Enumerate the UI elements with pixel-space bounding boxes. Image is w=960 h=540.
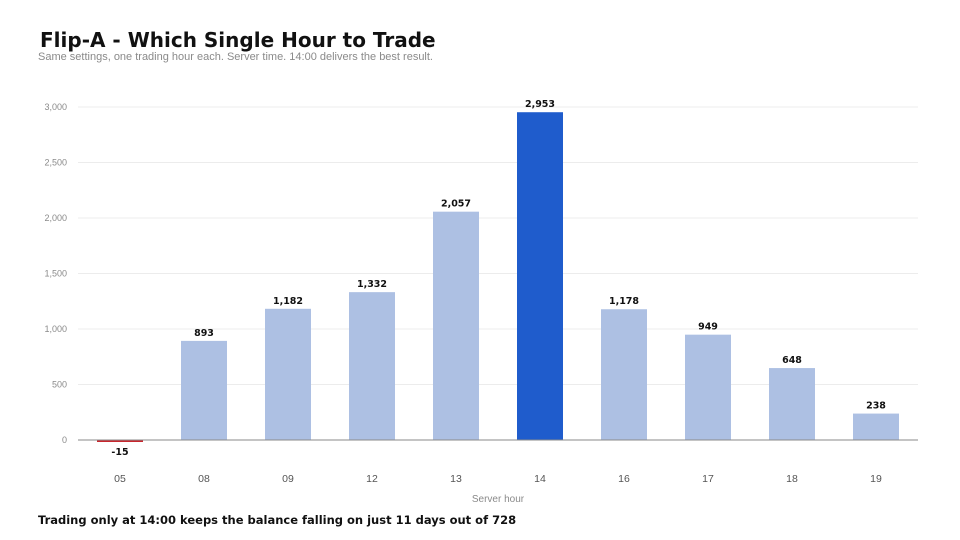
bar-19 xyxy=(853,413,899,440)
y-tick-label: 2,000 xyxy=(44,213,67,223)
data-label-17: 949 xyxy=(698,322,718,333)
x-tick-label: 08 xyxy=(198,473,210,485)
data-label-18: 648 xyxy=(782,355,802,366)
y-tick-label: 1,500 xyxy=(44,269,67,279)
y-tick-label: 500 xyxy=(52,380,67,390)
data-label-08: 893 xyxy=(194,328,214,339)
chart-footnote: Trading only at 14:00 keeps the balance … xyxy=(38,513,517,527)
bar-13 xyxy=(433,211,479,440)
x-tick-label: 05 xyxy=(114,473,126,485)
x-tick-label: 17 xyxy=(702,473,714,485)
data-label-14: 2,953 xyxy=(525,99,555,110)
bar-05 xyxy=(97,440,143,442)
bar-12 xyxy=(349,292,395,440)
data-label-16: 1,178 xyxy=(609,296,639,307)
x-tick-label: 16 xyxy=(618,473,630,485)
x-tick-label: 13 xyxy=(450,473,462,485)
page-subtitle: Same settings, one trading hour each. Se… xyxy=(38,51,433,63)
y-tick-label: 1,000 xyxy=(44,324,67,334)
data-label-13: 2,057 xyxy=(441,199,471,210)
page-title: Flip-A - Which Single Hour to Trade xyxy=(40,28,436,52)
x-tick-label: 12 xyxy=(366,473,378,485)
y-tick-label: 2,500 xyxy=(44,158,67,168)
bar-17 xyxy=(685,334,731,440)
bar-14 xyxy=(517,112,563,440)
x-tick-label: 14 xyxy=(534,473,546,485)
y-tick-label: 0 xyxy=(62,435,67,445)
data-label-12: 1,332 xyxy=(357,279,387,290)
bar-18 xyxy=(769,368,815,440)
x-tick-label: 18 xyxy=(786,473,798,485)
bar-16 xyxy=(601,309,647,440)
x-tick-label: 09 xyxy=(282,473,294,485)
x-tick-label: 19 xyxy=(870,473,882,485)
y-tick-label: 3,000 xyxy=(44,102,67,112)
bar-chart: 0 500 1,000 1,500 2,000 2,500 3,000 -15 05 893 08 1… xyxy=(44,99,918,505)
bar-09 xyxy=(265,308,311,440)
data-label-09: 1,182 xyxy=(273,296,303,307)
data-label-19: 238 xyxy=(866,401,886,412)
data-label-05: -15 xyxy=(111,447,128,458)
x-axis-label: Server hour xyxy=(472,494,525,505)
bar-08 xyxy=(181,340,227,440)
